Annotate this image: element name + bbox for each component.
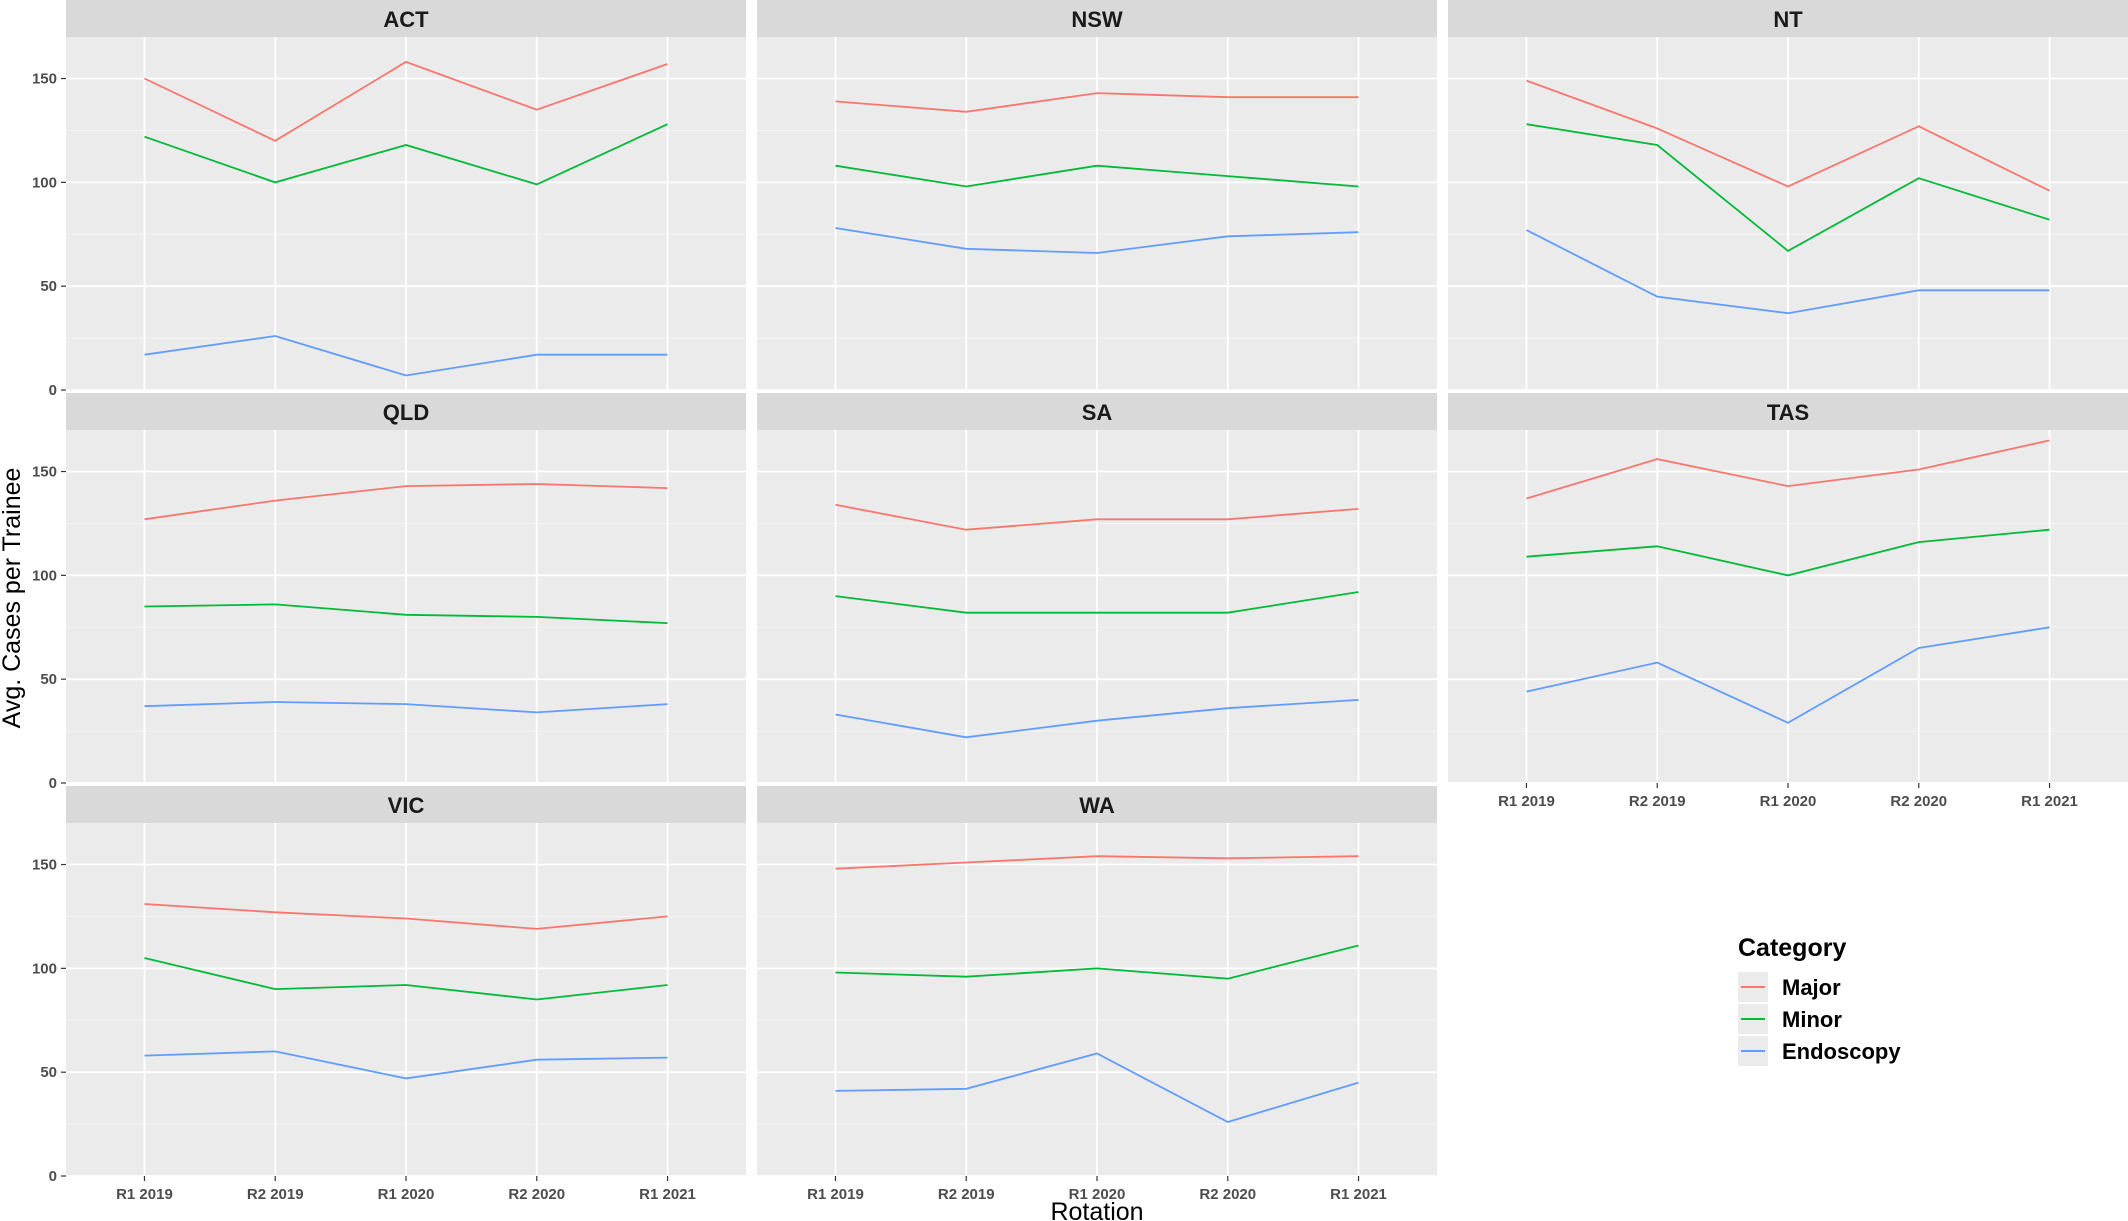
series-line-qld-major (144, 483, 668, 521)
y-tick-label: 100 (32, 960, 57, 977)
y-tick-label: 100 (32, 174, 57, 191)
legend-label-major: Major (1782, 975, 1841, 1000)
x-tick-label: R1 2020 (378, 1186, 435, 1203)
series-line-sa-major (835, 503, 1359, 531)
strip-label-wa: WA (1079, 793, 1115, 818)
series-line-vic-major (144, 903, 668, 930)
facet-nt: NT (1448, 0, 2128, 391)
facet-tas: TAS R1 2019 R2 2019 R1 2020 R2 2020 R1 2021 (1448, 393, 2128, 810)
strip-nsw (757, 0, 1437, 37)
facets-layer: ACT 0 50 100 150 NSW NT QLD 0 50 100 150 SA TAS R1 201… (32, 0, 2128, 1203)
y-tick-label: 50 (40, 1064, 57, 1081)
x-tick-label: R1 2019 (116, 1186, 173, 1203)
series-line-sa-minor (835, 591, 1359, 614)
legend: Category Major Minor Endoscopy (1738, 934, 1901, 1066)
strip-label-nt: NT (1773, 7, 1803, 32)
x-tick-label: R2 2020 (1199, 1186, 1256, 1203)
strip-label-tas: TAS (1767, 400, 1809, 425)
series-line-nsw-endoscopy (835, 227, 1359, 254)
strip-wa (757, 786, 1437, 823)
strip-label-qld: QLD (383, 400, 429, 425)
facet-nsw: NSW (757, 0, 1437, 391)
series-line-act-endoscopy (144, 335, 668, 377)
series-line-nt-major (1526, 79, 2050, 192)
x-tick-label: R1 2019 (807, 1186, 864, 1203)
x-axis-title: Rotation (1050, 1198, 1143, 1221)
series-line-nt-minor (1526, 123, 2050, 252)
strip-label-vic: VIC (388, 793, 425, 818)
y-tick-label: 0 (49, 1168, 57, 1185)
y-tick-label: 150 (32, 71, 57, 88)
y-tick-label: 150 (32, 857, 57, 874)
facet-qld: QLD 0 50 100 150 (32, 393, 746, 792)
strip-vic (66, 786, 746, 823)
y-tick-label: 150 (32, 464, 57, 481)
facet-vic: VIC 0 50 100 150 R1 2019 R2 2019 R1 2020 R2 2020… (32, 786, 746, 1203)
x-tick-label: R1 2021 (2021, 793, 2078, 810)
x-tick-label: R2 2020 (508, 1186, 565, 1203)
y-tick-label: 50 (40, 671, 57, 688)
strip-label-sa: SA (1082, 400, 1113, 425)
y-tick-label: 50 (40, 278, 57, 295)
x-tick-label: R2 2019 (247, 1186, 304, 1203)
x-tick-label: R2 2020 (1890, 793, 1947, 810)
strip-sa (757, 393, 1437, 430)
strip-label-act: ACT (383, 7, 429, 32)
strip-label-nsw: NSW (1071, 7, 1123, 32)
series-line-act-minor (144, 123, 668, 186)
facet-sa: SA (757, 393, 1437, 784)
x-tick-label: R1 2019 (1498, 793, 1555, 810)
x-tick-label: R1 2020 (1760, 793, 1817, 810)
series-line-nsw-major (835, 92, 1359, 113)
strip-tas (1448, 393, 2128, 430)
series-line-tas-minor (1526, 528, 2050, 577)
facet-wa: WA R1 2019 R2 2019 R1 2020 R2 2020 R1 2021 (757, 786, 1437, 1203)
x-tick-label: R1 2020 (1069, 1186, 1126, 1203)
series-line-tas-endoscopy (1526, 626, 2050, 724)
y-tick-label: 0 (49, 382, 57, 399)
legend-items: Major Minor Endoscopy (1738, 972, 1901, 1066)
y-tick-label: 0 (49, 775, 57, 792)
facet-act: ACT 0 50 100 150 (32, 0, 746, 399)
legend-label-endoscopy: Endoscopy (1782, 1039, 1901, 1064)
series-line-wa-major (835, 855, 1359, 870)
legend-title: Category (1738, 934, 1846, 962)
series-line-nsw-minor (835, 164, 1359, 188)
series-line-vic-endoscopy (144, 1050, 668, 1080)
y-tick-label: 100 (32, 567, 57, 584)
series-line-tas-major (1526, 439, 2050, 500)
legend-label-minor: Minor (1782, 1007, 1842, 1032)
series-line-qld-endoscopy (144, 701, 668, 714)
series-line-sa-endoscopy (835, 699, 1359, 739)
x-tick-label: R1 2021 (1330, 1186, 1387, 1203)
y-axis-title: Avg. Cases per Trainee (0, 468, 26, 729)
series-line-nt-endoscopy (1526, 229, 2050, 315)
x-tick-label: R1 2021 (639, 1186, 696, 1203)
series-line-wa-minor (835, 944, 1359, 980)
strip-act (66, 0, 746, 37)
x-tick-label: R2 2019 (1629, 793, 1686, 810)
series-line-wa-endoscopy (835, 1052, 1359, 1123)
strip-qld (66, 393, 746, 430)
series-line-vic-minor (144, 957, 668, 1001)
x-tick-label: R2 2019 (938, 1186, 995, 1203)
strip-nt (1448, 0, 2128, 37)
series-line-qld-minor (144, 603, 668, 624)
series-line-act-major (144, 60, 668, 142)
